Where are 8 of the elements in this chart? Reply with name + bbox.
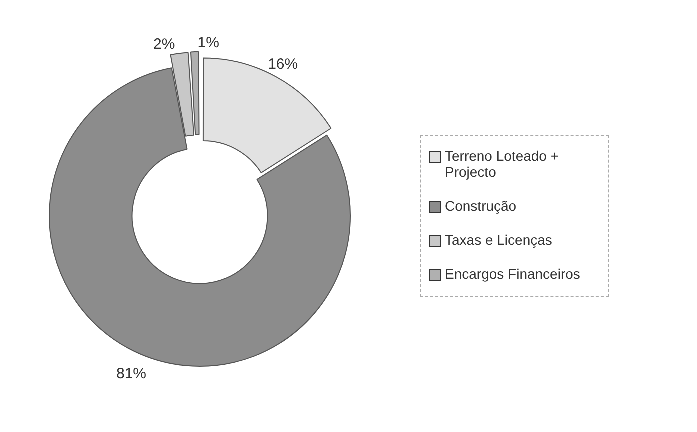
data-label: 81%	[116, 365, 147, 382]
legend-label: Terreno Loteado + Projecto	[445, 148, 560, 180]
data-label: 2%	[154, 36, 176, 53]
data-label: 16%	[268, 56, 298, 73]
legend-label: Construção	[445, 198, 517, 214]
legend-label: Taxas e Licenças	[445, 232, 552, 248]
legend-label: Encargos Financeiros	[445, 266, 580, 282]
data-label: 1%	[198, 34, 220, 52]
